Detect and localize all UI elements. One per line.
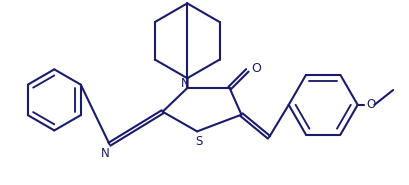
Text: N: N [101,147,110,160]
Text: S: S [195,135,202,148]
Text: N: N [180,77,189,90]
Text: O: O [366,98,375,111]
Text: O: O [251,62,261,75]
